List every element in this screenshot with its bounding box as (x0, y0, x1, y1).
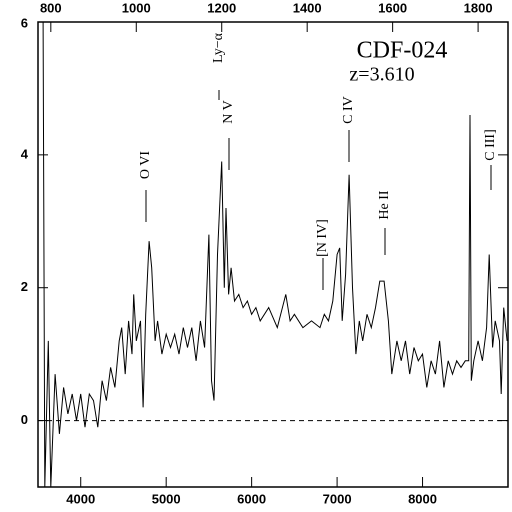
chart-subtitle: z=3.610 (349, 64, 414, 86)
x2-tick-label: 1600 (378, 0, 407, 15)
line-label: Ly−α (211, 32, 226, 63)
line-label: O VI (138, 151, 153, 179)
x2-tick-label: 1800 (464, 0, 493, 15)
line-label: C IV (341, 96, 356, 124)
x2-tick-label: 1400 (293, 0, 322, 15)
spectrum-line (41, 22, 508, 487)
y-tick-label: 0 (21, 412, 28, 427)
y-tick-label: 6 (21, 15, 28, 30)
x2-tick-label: 1000 (122, 0, 151, 15)
x2-tick-label: 800 (40, 0, 62, 15)
x-tick-label: 8000 (408, 491, 437, 506)
line-label: N V (221, 100, 236, 123)
x2-tick-label: 1200 (207, 0, 236, 15)
y-tick-label: 4 (21, 146, 29, 161)
x-tick-label: 6000 (237, 491, 266, 506)
line-label: C III] (483, 129, 498, 161)
line-label: [N IV] (315, 219, 330, 257)
plot-frame (37, 21, 509, 488)
y-tick-label: 2 (21, 279, 28, 294)
x-tick-label: 7000 (323, 491, 352, 506)
line-label: He II (377, 190, 392, 219)
chart-title: CDF-024 (357, 38, 448, 64)
x-tick-label: 5000 (152, 491, 181, 506)
x-tick-label: 4000 (66, 491, 95, 506)
